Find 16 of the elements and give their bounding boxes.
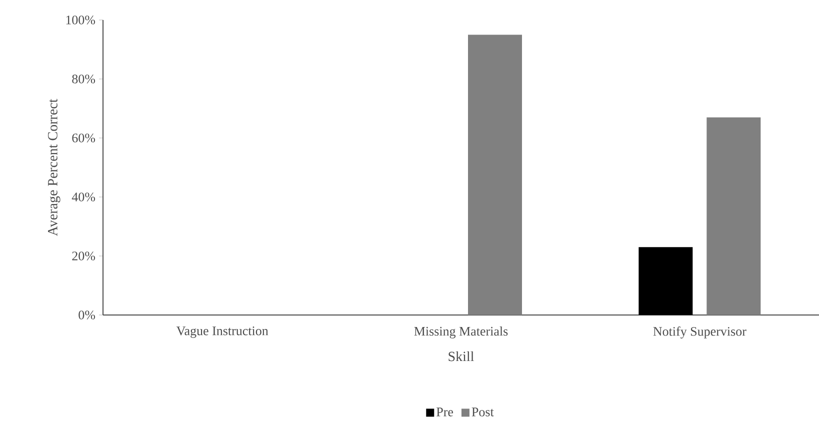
y-tick-label: 100% (66, 16, 96, 24)
legend-label: Post (472, 408, 494, 416)
x-tick-label: Notify Supervisor (653, 326, 746, 338)
y-tick-label: 60% (72, 134, 96, 142)
x-tick-label: Vague Instruction (176, 326, 268, 338)
y-tick-label: 20% (72, 252, 96, 260)
x-axis-title: Skill (448, 351, 474, 362)
bar (706, 117, 761, 315)
y-tick-label: 80% (72, 74, 96, 84)
y-tick-label: 40% (72, 192, 96, 202)
legend-label: Pre (436, 408, 454, 416)
y-tick-label: 0% (78, 310, 96, 320)
y-axis-title: Average Percent Correct (48, 98, 60, 236)
bar (468, 34, 522, 315)
bar (638, 247, 693, 315)
x-tick-label: Missing Materials (414, 326, 508, 338)
